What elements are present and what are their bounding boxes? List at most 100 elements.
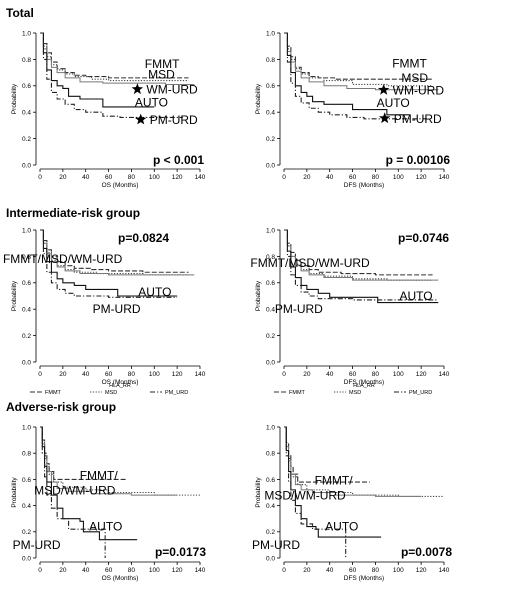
- survival-curve-5: [284, 426, 347, 558]
- x-tick-label: 60: [105, 174, 113, 181]
- y-tick-label: 0.2: [22, 333, 31, 340]
- x-tick-label: 140: [195, 567, 206, 574]
- x-tick-label: 20: [59, 567, 67, 574]
- x-tick-label: 20: [59, 371, 67, 378]
- x-tick-label: 100: [149, 174, 160, 181]
- curve-label: WM-URD: [146, 83, 198, 97]
- section-title-intermediate: Intermediate-risk group: [6, 206, 141, 220]
- legend-entry: PM_URD: [165, 390, 188, 396]
- y-axis-label: Probability: [255, 477, 262, 508]
- x-tick-label: 80: [128, 567, 136, 574]
- x-tick-label: 140: [439, 174, 450, 181]
- x-tick-label: 120: [416, 371, 427, 378]
- y-tick-label: 0.0: [266, 555, 275, 562]
- x-tick-label: 60: [349, 567, 357, 574]
- x-tick-label: 20: [303, 174, 311, 181]
- x-tick-label: 40: [82, 174, 90, 181]
- survival-curve-1: [284, 32, 433, 80]
- y-tick-label: 0.8: [266, 254, 275, 261]
- star-icon: [135, 113, 147, 125]
- km-plot-adverse-dfs: 0.0 0.2 0.4 0.6 0.8 1.0 0 20 40 60 80 100 120 140 DFS …: [252, 424, 452, 582]
- curve-label: FMMT: [145, 57, 180, 71]
- curve-label: AUTO: [377, 96, 410, 110]
- p-value: p=0.0078: [401, 545, 452, 559]
- y-tick-label: 1.0: [22, 227, 31, 234]
- x-tick-label: 60: [105, 567, 113, 574]
- survival-curve-5: [40, 32, 183, 119]
- y-tick-label: 0.6: [22, 83, 31, 90]
- x-axis-label: DFS (Months): [344, 182, 384, 189]
- x-tick-label: 40: [326, 371, 334, 378]
- y-tick-label: 0.0: [266, 162, 275, 169]
- survival-curve-5: [40, 426, 106, 558]
- x-tick-label: 100: [149, 567, 160, 574]
- km-plot-total-dfs: 0.0 0.2 0.4 0.6 0.8 1.0 0 20 40 60 80 100 120 140 DFS …: [255, 30, 450, 189]
- y-axis-label: Probability: [11, 477, 18, 508]
- x-tick-label: 0: [282, 567, 286, 574]
- section-title-adverse: Adverse-risk group: [6, 400, 117, 414]
- survival-curve-3: [284, 426, 422, 497]
- curve-label: FMMT/: [315, 474, 354, 488]
- curve-label: AUTO: [325, 519, 358, 533]
- x-tick-label: 80: [372, 371, 380, 378]
- legend-entry: PM_URD: [409, 390, 432, 396]
- survival-curve-2: [284, 426, 444, 497]
- legend-title: HLA_RR: [353, 383, 375, 389]
- x-tick-label: 0: [38, 174, 42, 181]
- x-tick-label: 0: [282, 174, 286, 181]
- x-tick-label: 80: [372, 174, 380, 181]
- x-tick-label: 20: [303, 371, 311, 378]
- p-value: p < 0.001: [153, 153, 204, 167]
- y-tick-label: 0.4: [22, 503, 31, 510]
- y-tick-label: 0.6: [22, 280, 31, 287]
- survival-curve-4: [284, 229, 439, 304]
- x-tick-label: 0: [282, 371, 286, 378]
- km-plot-total-os: 0.0 0.2 0.4 0.6 0.8 1.0 0 20 40 60 80 100 120 140 OS (…: [11, 30, 206, 189]
- x-tick-label: 60: [105, 371, 113, 378]
- curve-label: MSD: [401, 71, 428, 85]
- survival-curve-1: [284, 229, 433, 276]
- y-axis-label: Probability: [11, 83, 18, 114]
- survival-curve-5: [284, 229, 439, 301]
- survival-curve-3: [40, 426, 178, 496]
- x-tick-label: 40: [326, 567, 334, 574]
- x-tick-label: 140: [195, 371, 206, 378]
- legend-entry: MSD: [105, 390, 117, 396]
- x-tick-label: 60: [349, 371, 357, 378]
- curve-label: AUTO: [399, 289, 432, 303]
- survival-curve-3: [40, 229, 195, 276]
- y-tick-label: 0.4: [266, 110, 275, 117]
- x-tick-label: 120: [172, 371, 183, 378]
- x-tick-label: 40: [326, 174, 334, 181]
- survival-curve-5: [284, 32, 427, 120]
- survival-curve-2: [40, 32, 189, 82]
- p-value: p=0.0173: [155, 545, 206, 559]
- curve-label: FMMT/MSD/WM-URD: [3, 252, 123, 266]
- y-tick-label: 1.0: [22, 30, 31, 37]
- x-tick-label: 40: [82, 567, 90, 574]
- y-tick-label: 0.2: [266, 529, 275, 536]
- curve-label: AUTO: [138, 285, 171, 299]
- x-tick-label: 100: [149, 371, 160, 378]
- star-icon: [131, 83, 144, 95]
- survival-curve-3: [284, 229, 439, 281]
- x-tick-label: 20: [303, 567, 311, 574]
- x-tick-label: 120: [416, 567, 427, 574]
- p-value: p = 0.00106: [386, 153, 451, 167]
- y-tick-label: 0.2: [22, 136, 31, 143]
- y-tick-label: 0.4: [266, 307, 275, 314]
- curve-label: PM-URD: [252, 538, 300, 552]
- km-plot-intermediate-dfs: 0.0 0.2 0.4 0.6 0.8 1.0 0 20 40 60 80 100 120 140 DFS …: [250, 227, 449, 396]
- p-value: p=0.0824: [118, 231, 169, 245]
- survival-curve-5: [40, 229, 178, 298]
- survival-curve-2: [40, 229, 189, 276]
- y-tick-label: 0.2: [22, 529, 31, 536]
- x-axis-label: OS (Months): [102, 575, 139, 582]
- star-icon: [379, 112, 391, 124]
- y-tick-label: 0.6: [266, 477, 275, 484]
- y-tick-label: 0.6: [266, 83, 275, 90]
- y-tick-label: 1.0: [266, 30, 275, 37]
- survival-curve-4: [40, 229, 178, 297]
- y-tick-label: 1.0: [266, 227, 275, 234]
- curve-label: WM-URD: [393, 83, 445, 97]
